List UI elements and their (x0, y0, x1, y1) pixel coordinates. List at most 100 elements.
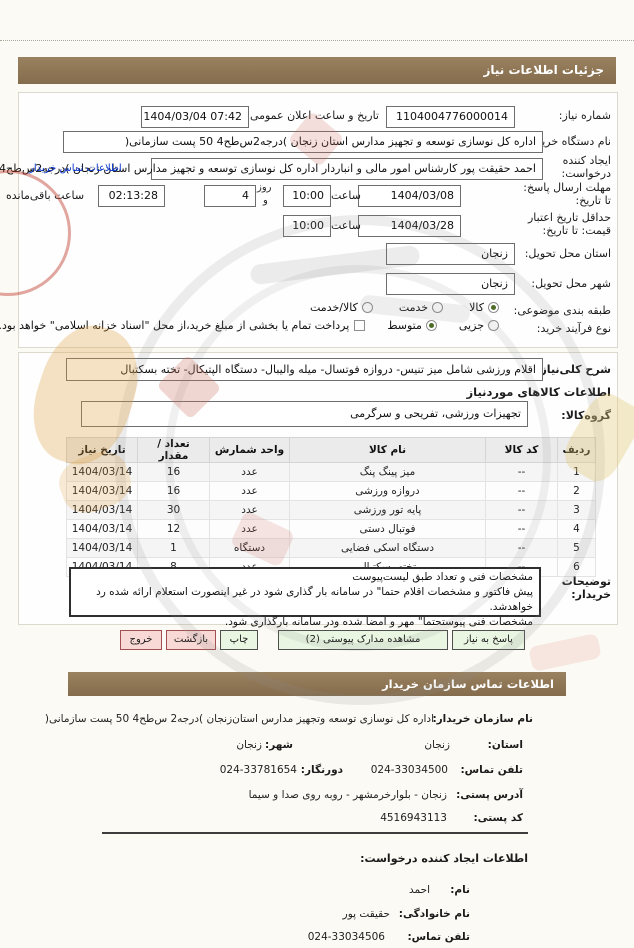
contact-address-value: زنجان - بلوارخرمشهر - روبه روی صدا و سیم… (248, 789, 447, 801)
buyer-notes-label: توضیحات خریدار: (561, 575, 611, 601)
need-desc-field[interactable]: اقلام ورزشی شامل میز تنیس- دروازه فوتسال… (66, 358, 543, 381)
cell-need-date: 1404/03/14 (66, 481, 138, 501)
col-item-code: کد کالا (485, 437, 558, 463)
buyer-contact-link[interactable]: اطلاعات تماس خریدار (29, 163, 122, 174)
radio-option-medium[interactable]: متوسط (387, 319, 437, 332)
reply-to-need-button[interactable]: پاسخ به نیاز (452, 630, 525, 650)
contact-zip-label: کد پستی: (473, 812, 523, 824)
radio-selected-icon[interactable] (425, 320, 437, 331)
buyer-note-line: پیش فاکتور و مشخصات اقلام حتما" در سامان… (96, 586, 533, 613)
creator-family-value: حقیقت پور (342, 908, 390, 920)
contact-city-value: زنجان (236, 739, 262, 751)
creator-phone-value: 024-33034506 (307, 931, 385, 943)
creator-name-label: نام: (450, 884, 470, 896)
cell-row-index: 1 (557, 462, 596, 482)
province-label: استان محل تحویل: (524, 247, 611, 260)
col-unit: واحد شمارش (209, 437, 290, 463)
exit-button[interactable]: خروج (120, 630, 162, 650)
process-type-options: جزیی متوسط پرداخت تمام یا بخشی از مبلغ خ… (0, 319, 499, 332)
checkbox-icon[interactable] (354, 320, 366, 331)
need-number-label: شماره نیاز: (558, 109, 611, 122)
cell-row-index: 6 (557, 557, 596, 577)
item-group-label: گروه‌کالا: (561, 409, 611, 422)
validity-time-field[interactable]: 10:00 (283, 215, 331, 237)
province-field[interactable]: زنجان (386, 243, 515, 265)
cell-item-name: فوتبال دستی (289, 519, 486, 539)
need-desc-value: اقلام ورزشی شامل میز تنیس- دروازه فوتسال… (120, 363, 536, 376)
cell-item-name: پایه تور ورزشی (289, 500, 486, 520)
print-button[interactable]: چاپ (220, 630, 258, 650)
buyer-org-field[interactable]: اداره کل نوسازی توسعه و تجهیز مدارس استا… (63, 131, 543, 153)
radio-icon[interactable] (488, 320, 499, 331)
radio-option-partial[interactable]: جزیی (459, 319, 499, 332)
city-field[interactable]: زنجان (386, 273, 515, 295)
classification-label: طبقه بندی موضوعی: (513, 304, 611, 317)
cell-row-index: 2 (557, 481, 596, 501)
buyer-note-line: مشخصات فنی پیوستحتما" مهر و امضا شده ودر… (224, 616, 533, 628)
creator-value: احمد حقیقت پور کارشناس امور مالی و انبار… (0, 162, 536, 175)
cell-item-code: -- (485, 500, 558, 520)
classification-options: کالا خدمت کالا/خدمت (310, 301, 499, 314)
need-number-value: 1104004776000014 (396, 110, 508, 123)
cell-quantity: 30 (137, 500, 210, 520)
cell-row-index: 5 (557, 538, 596, 558)
col-quantity: تعداد / مقدار (137, 437, 210, 463)
radio-option-goods-service[interactable]: کالا/خدمت (310, 301, 373, 314)
time-remaining-value: 02:13:28 (108, 189, 158, 202)
table-row: 5 -- دستگاه اسکی فضایی دستگاه 1 1404/03/… (66, 538, 596, 558)
radio-icon[interactable] (361, 302, 373, 313)
contact-province-label: استان: (487, 739, 523, 751)
day-label: روز (257, 182, 272, 193)
cell-item-code: -- (485, 462, 558, 482)
contact-fax-value: 024-33781654 (219, 764, 297, 776)
creator-info-title: اطلاعات ایجاد کننده درخواست: (360, 852, 528, 865)
creator-field[interactable]: احمد حقیقت پور کارشناس امور مالی و انبار… (0, 158, 543, 180)
radio-selected-icon[interactable] (488, 302, 499, 313)
deadline-hour-label: ساعت (331, 189, 361, 202)
need-details-panel: شماره نیاز: 1104004776000014 تاریخ و ساع… (0, 92, 618, 348)
deadline-time-field[interactable]: 10:00 (283, 185, 331, 207)
days-remaining-field[interactable]: 4 (204, 185, 256, 207)
item-group-field[interactable]: تجهیزات ورزشی، تفریحی و سرگرمی (81, 401, 528, 427)
items-table-header-row: ردیف کد کالا نام کالا واحد شمارش تعداد /… (66, 437, 596, 463)
creator-label: ایجاد کننده درخواست: (561, 154, 611, 180)
payment-note-option: پرداخت تمام یا بخشی از مبلغ خرید،از محل … (0, 319, 366, 332)
radio-icon[interactable] (432, 302, 444, 313)
validity-date-field[interactable]: 1404/03/28 (358, 215, 461, 237)
contact-separator (102, 832, 528, 834)
deadline-date-field[interactable]: 1404/03/08 (358, 185, 461, 207)
process-type-label: نوع فرآیند خرید: (536, 322, 611, 335)
radio-label: جزیی (458, 319, 484, 332)
section-header-details: جزئیات اطلاعات نیاز (18, 57, 616, 84)
announce-datetime-value: 07:42 1404/03/04 (143, 110, 242, 123)
buyer-note-line: مشخصات فنی و تعداد طبق لیست‌پیوست (352, 571, 533, 583)
contact-phone-label: تلفن تماس: (460, 764, 523, 776)
radio-label: کالا/خدمت (310, 301, 358, 314)
cell-unit: عدد (209, 481, 290, 501)
city-label: شهر محل تحویل: (531, 277, 611, 290)
contact-zip-value: 4516943113 (380, 812, 447, 824)
buyer-org-label: نام دستگاه خریدار: (524, 135, 611, 148)
announce-datetime-field[interactable]: 07:42 1404/03/04 (141, 106, 249, 128)
contact-province-value: زنجان (424, 739, 450, 751)
buyer-notes-box: مشخصات فنی و تعداد طبق لیست‌پیوست پیش فا… (69, 567, 541, 628)
city-value: زنجان (481, 277, 508, 290)
radio-option-goods[interactable]: کالا (469, 301, 499, 314)
section-header-contact: اطلاعات تماس سازمان خریدار (68, 672, 566, 696)
cell-need-date: 1404/03/14 (66, 500, 138, 520)
cell-quantity: 12 (137, 519, 210, 539)
col-item-name: نام کالا (289, 437, 486, 463)
cell-item-code: -- (485, 538, 558, 558)
deadline-time-value: 10:00 (292, 189, 324, 202)
back-button[interactable]: بازگشت (166, 630, 216, 650)
view-attachments-button[interactable]: مشاهده مدارک پیوستی (2) (278, 630, 448, 650)
time-remaining-field[interactable]: 02:13:28 (98, 185, 165, 207)
need-number-field[interactable]: 1104004776000014 (386, 106, 515, 128)
cell-need-date: 1404/03/14 (66, 462, 138, 482)
contact-phone-value: 024-33034500 (370, 764, 448, 776)
validity-date-value: 1404/03/28 (390, 219, 454, 232)
remaining-label: ساعت باقی‌مانده (6, 189, 85, 202)
radio-option-service[interactable]: خدمت (399, 301, 444, 314)
payment-note-label: پرداخت تمام یا بخشی از مبلغ خرید،از محل … (0, 319, 350, 332)
validity-hour-label: ساعت (331, 219, 361, 232)
